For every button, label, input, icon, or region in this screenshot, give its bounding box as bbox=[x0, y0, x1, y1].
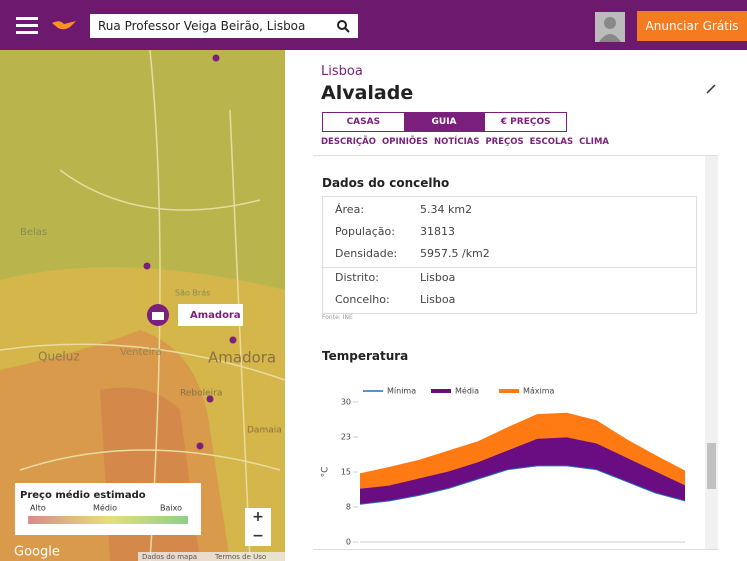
scroll-area: Dados do concelho Área: 5.34 km2 Populaçã… bbox=[313, 155, 718, 550]
info-panel: Lisboa Alvalade CASAS GUIA € PREÇOS DESC… bbox=[285, 50, 747, 561]
map: Belas Queluz Venteira Amadora São Brás R… bbox=[0, 50, 285, 561]
legend-scale bbox=[28, 516, 188, 524]
subtab[interactable]: OPINIÕES bbox=[382, 137, 428, 147]
map-data-link[interactable]: Dados do mapa bbox=[142, 553, 197, 561]
map-label: Venteira bbox=[120, 347, 162, 358]
map-label: São Brás bbox=[175, 289, 210, 298]
subtab[interactable]: ESCOLAS bbox=[530, 137, 574, 147]
fact-value: Lisboa bbox=[420, 271, 455, 284]
legend-title: Preço médio estimado bbox=[20, 489, 146, 501]
page: Rua Professor Veiga Beirão, Lisboa Anunc… bbox=[0, 0, 747, 561]
tab[interactable]: € PREÇOS bbox=[484, 113, 566, 131]
map-label: Queluz bbox=[38, 350, 80, 364]
chart-title: Temperatura bbox=[322, 349, 408, 363]
y-tick-label: 8 bbox=[346, 503, 351, 512]
source: Fonte: INE bbox=[322, 314, 353, 321]
subtabs: DESCRIÇÃO OPINIÕES NOTÍCIAS PREÇOS ESCOLAS CL… bbox=[321, 137, 609, 147]
facts-table: Área: 5.34 km2 População: 31813 Densidade:… bbox=[322, 196, 697, 314]
map-label: Belas bbox=[20, 227, 47, 238]
section-title: Dados do concelho bbox=[322, 176, 449, 190]
terms-link[interactable]: Termos de Uso bbox=[214, 553, 266, 561]
search-icon[interactable] bbox=[336, 19, 350, 33]
menu-icon[interactable] bbox=[16, 15, 42, 35]
subtab[interactable]: CLIMA bbox=[579, 137, 609, 147]
google-logo: Google bbox=[14, 545, 60, 560]
fact-value: Lisboa bbox=[420, 293, 455, 306]
map-label: Damaia bbox=[247, 426, 282, 436]
tab[interactable]: CASAS bbox=[323, 113, 404, 131]
fact-value: 5957.5 /km2 bbox=[420, 247, 490, 260]
fact-label: Área: bbox=[335, 203, 364, 216]
legend-level: Médio bbox=[93, 503, 117, 513]
fact-label: População: bbox=[335, 225, 395, 238]
post-button[interactable]: Anunciar Grátis bbox=[637, 11, 747, 41]
subtab[interactable]: PREÇOS bbox=[485, 137, 523, 147]
legend-level: Alto bbox=[30, 504, 46, 513]
scrollbar[interactable] bbox=[705, 156, 718, 549]
search-text: Rua Professor Veiga Beirão, Lisboa bbox=[98, 19, 305, 33]
subtab[interactable]: DESCRIÇÃO bbox=[321, 137, 376, 147]
y-tick-label: 23 bbox=[341, 433, 351, 442]
fact-value: 5.34 km2 bbox=[420, 203, 472, 216]
fact-label: Distrito: bbox=[335, 271, 379, 284]
zoom-in[interactable]: + bbox=[252, 509, 264, 525]
y-tick-label: 0 bbox=[346, 538, 351, 547]
fact-value: 31813 bbox=[420, 225, 455, 238]
y-tick-label: 30 bbox=[341, 398, 351, 407]
tab-active[interactable]: GUIA bbox=[404, 113, 485, 131]
fact-label: Concelho: bbox=[335, 293, 390, 306]
city: Lisboa bbox=[321, 64, 363, 79]
legend-label: Média bbox=[455, 386, 479, 396]
map-label: Reboleira bbox=[180, 389, 222, 399]
header: Rua Professor Veiga Beirão, Lisboa Anunc… bbox=[0, 0, 747, 50]
zoom-out[interactable]: − bbox=[252, 528, 264, 544]
subtab[interactable]: NOTÍCIAS bbox=[434, 137, 479, 147]
collapse-icon[interactable] bbox=[705, 83, 717, 95]
y-tick-label: 15 bbox=[341, 468, 351, 477]
y-axis-label: °C bbox=[321, 467, 331, 478]
marker-label: Amadora bbox=[190, 310, 241, 321]
legend-label: Máxima bbox=[523, 387, 555, 396]
legend-level: Baixo bbox=[160, 504, 182, 513]
logo[interactable] bbox=[50, 15, 80, 35]
area-title: Alvalade bbox=[321, 82, 413, 104]
search-box[interactable]: Rua Professor Veiga Beirão, Lisboa bbox=[90, 14, 358, 38]
legend-label: Mínima bbox=[387, 387, 416, 396]
chart: 0 8 15 23 30 °C Mínima Média Máxima bbox=[313, 381, 703, 549]
fact-label: Densidade: bbox=[335, 247, 397, 260]
tabs: CASAS GUIA € PREÇOS bbox=[322, 112, 567, 132]
avatar[interactable] bbox=[595, 12, 625, 42]
map-label: Amadora bbox=[208, 349, 276, 367]
